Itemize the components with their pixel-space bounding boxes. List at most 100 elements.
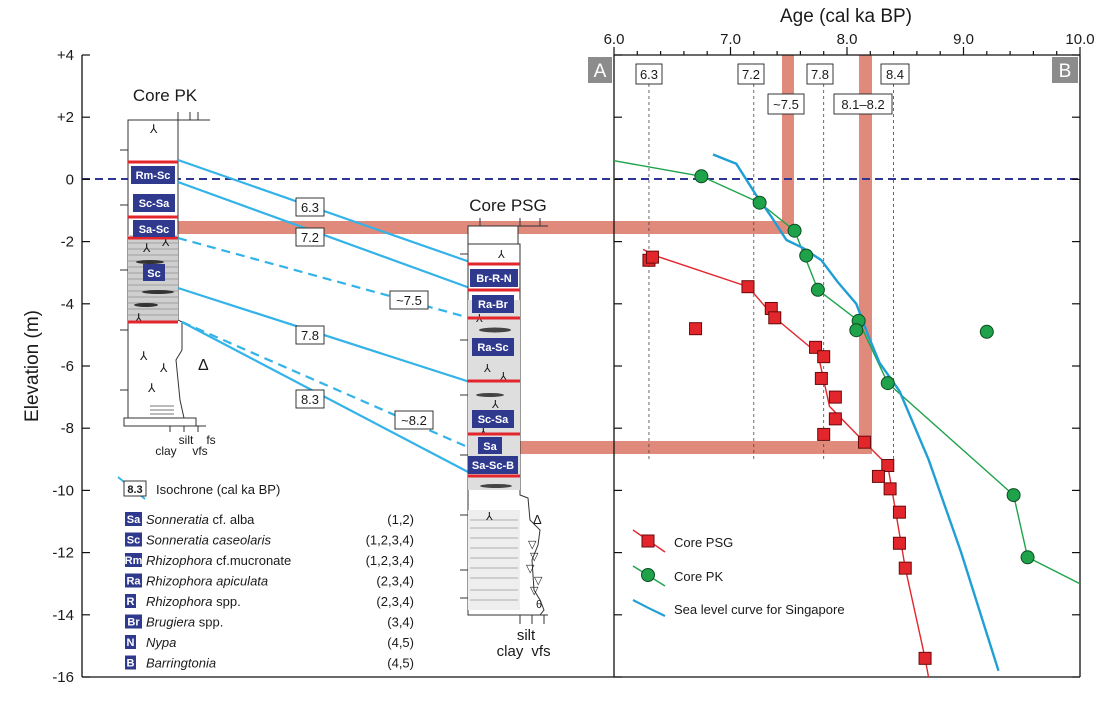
- y-tick-label: +4: [57, 47, 74, 64]
- x-tick-label: 7.0: [720, 31, 741, 48]
- svg-text:⅄: ⅄: [142, 241, 151, 255]
- core-pk-dark-laminae: [134, 260, 174, 307]
- core-pk-zone-tag: Sc: [143, 264, 165, 281]
- core-pk-point: [979, 324, 994, 339]
- species-code-tag: [125, 614, 142, 629]
- svg-text:⅄: ⅄: [483, 363, 491, 375]
- age-marker-label: 8.4: [880, 63, 910, 85]
- species-code-tag: [125, 594, 136, 608]
- core-psg-zone-tag: Sa-Sc-B: [468, 456, 518, 474]
- species-name: Rhizophora apiculata: [146, 574, 268, 589]
- species-code: Ra: [126, 576, 141, 588]
- species-name: Brugiera spp.: [146, 615, 223, 630]
- core-pk-point: [1020, 550, 1035, 565]
- x-tick-label: 9.0: [953, 31, 974, 48]
- core-psg-point: [892, 505, 906, 519]
- species-legend-item: B Barringtonia (4,5): [125, 655, 414, 671]
- species-code: R: [127, 596, 135, 608]
- legend-item-sea-level: Sea level curve for Singapore: [632, 599, 845, 617]
- svg-text:⅄: ⅄: [147, 381, 156, 395]
- band-7-5-vertical: [782, 55, 794, 234]
- species-code: B: [127, 658, 135, 670]
- panel-b-plot: [613, 153, 1081, 678]
- panel-label-b: B: [1052, 57, 1078, 83]
- core-pk-ticks: [177, 112, 210, 121]
- species-refs: (1,2,3,4): [366, 553, 414, 568]
- core-psg-trend-line: [642, 248, 930, 678]
- core-psg-grain-axis: [519, 614, 548, 624]
- core-pk-grain-silt: silt: [179, 433, 194, 447]
- y-tick-label: -8: [61, 420, 74, 437]
- core-psg-point: [857, 435, 871, 449]
- core-pk-point: [880, 376, 895, 391]
- species-name: Sonneratia caseolaris: [146, 533, 272, 548]
- svg-text:7.2: 7.2: [742, 67, 760, 82]
- species-code: Sa: [127, 514, 141, 526]
- svg-text:Sa: Sa: [483, 441, 497, 453]
- svg-text:Sc-Sa: Sc-Sa: [139, 198, 170, 210]
- svg-text:B: B: [1059, 61, 1072, 82]
- svg-text:Br-R-N: Br-R-N: [476, 273, 511, 285]
- svg-text:Sc: Sc: [147, 268, 160, 280]
- species-code: Br: [127, 617, 140, 629]
- species-code-tag: [125, 635, 136, 649]
- core-psg-point: [741, 280, 755, 294]
- species-refs: (4,5): [387, 635, 414, 650]
- core-pk-zone-tag: Rm-Sc: [131, 166, 175, 184]
- svg-text:Sa-Sc: Sa-Sc: [139, 224, 170, 236]
- x-tick-label: 6.0: [604, 31, 625, 48]
- svg-text:7.8: 7.8: [301, 328, 319, 343]
- svg-text:⅄: ⅄: [159, 361, 168, 375]
- svg-text:Sc-Sa: Sc-Sa: [478, 414, 509, 426]
- species-code-tag: [125, 532, 142, 547]
- legend-item-core-pk: Core PK: [632, 565, 723, 587]
- axes: +4 +2 0 -2 -4 -6 -8 -10 -12 -14 -16 6.0 7.0 8.0 9.0 10…: [22, 6, 1095, 686]
- core-pk-triangle-icon: Δ: [198, 357, 209, 374]
- species-legend-item: R Rhizophora spp. (2,3,4): [125, 594, 414, 609]
- species-name: Sonneratia cf. alba: [146, 512, 255, 527]
- isochrone-7-5: [177, 236, 471, 320]
- svg-text:~8.2: ~8.2: [401, 413, 427, 428]
- isochrone-label: ~8.2: [394, 410, 434, 430]
- y-tick-label: -12: [52, 545, 74, 562]
- species-refs: (2,3,4): [376, 594, 414, 609]
- core-psg-zone-tag: Br-R-N: [470, 269, 518, 287]
- isochrone-label: 8.3: [295, 389, 325, 409]
- age-marker-labels: 6.3 7.2 7.8 8.4 ~7.5 8.1–8.2: [635, 63, 910, 115]
- core-pk-point: [849, 323, 864, 338]
- core-pk-zone-tag: Sa-Sc: [133, 220, 175, 237]
- svg-text:⅄: ⅄: [161, 235, 170, 249]
- x-tick-label: 10.0: [1065, 31, 1094, 48]
- svg-text:6.3: 6.3: [301, 200, 319, 215]
- species-legend-item: Br Brugiera spp. (3,4): [125, 614, 414, 630]
- legend-isochrone-item: 8.3 Isochrone (cal ka BP): [117, 476, 280, 500]
- svg-text:8.3: 8.3: [127, 484, 142, 496]
- core-pk-point: [810, 282, 825, 297]
- species-legend-item: Ra Rhizophora apiculata (2,3,4): [125, 573, 414, 589]
- species-code: Sc: [127, 535, 140, 547]
- core-pk-zone-tag: Sc-Sa: [133, 194, 175, 212]
- svg-text:▽: ▽: [528, 539, 537, 551]
- core-psg-depth-ticks: [460, 253, 468, 599]
- svg-text:Ra-Br: Ra-Br: [478, 299, 509, 311]
- age-marker-label: 7.2: [737, 63, 765, 85]
- y-tick-label: -10: [52, 482, 74, 499]
- core-psg-title: Core PSG: [469, 196, 546, 215]
- svg-text:⅄: ⅄: [139, 349, 148, 363]
- core-psg-ticks: [470, 218, 548, 227]
- age-marker-label: 7.8: [806, 63, 834, 85]
- y-tick-label: 0: [66, 171, 74, 188]
- y-axis-label: Elevation (m): [22, 310, 43, 422]
- core-pk-title: Core PK: [133, 86, 198, 105]
- svg-text:~7.5: ~7.5: [773, 97, 799, 112]
- svg-text:▽: ▽: [530, 551, 539, 563]
- species-legend-item: N Nypa (4,5): [125, 635, 414, 650]
- species-list: Sa Sonneratia cf. alba (1,2) Sc Sonneratia c…: [125, 512, 414, 671]
- svg-text:7.2: 7.2: [301, 230, 319, 245]
- core-psg-shell-symbols: ▽▽▽▽▽θ: [526, 539, 543, 611]
- core-pk-trend-line: [613, 160, 1081, 585]
- core-psg-laminae: [470, 519, 518, 601]
- svg-text:▽: ▽: [526, 563, 535, 575]
- core-psg-point: [883, 482, 897, 496]
- band-label: 8.1–8.2: [833, 93, 893, 115]
